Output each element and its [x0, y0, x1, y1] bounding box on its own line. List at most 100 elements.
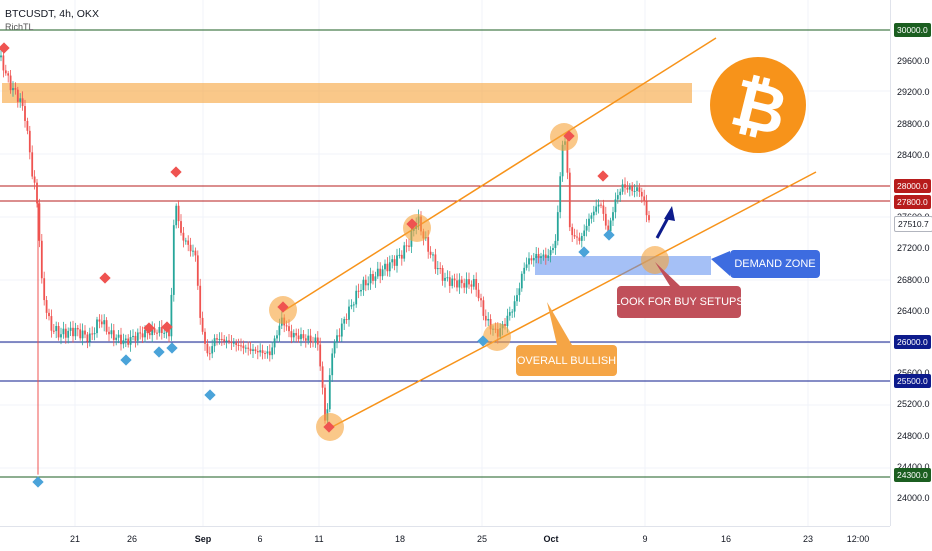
candle [372, 270, 374, 285]
touch-circle [641, 246, 669, 274]
candle [50, 309, 53, 338]
candle [105, 317, 108, 335]
price-badge: 27800.0 [894, 194, 931, 209]
candle [110, 323, 113, 339]
candle [242, 340, 245, 355]
candle [314, 333, 317, 348]
candle [134, 331, 137, 348]
candle [36, 179, 38, 208]
candle [400, 250, 403, 266]
candle [381, 265, 384, 281]
candle [196, 250, 199, 290]
candle [33, 170, 36, 190]
candle [96, 316, 98, 338]
candle [439, 262, 442, 274]
candle [45, 296, 48, 320]
candle [513, 295, 516, 318]
candle [153, 323, 156, 336]
candle [218, 332, 221, 345]
touch-circle [550, 123, 578, 151]
candle [602, 199, 605, 221]
time-tick: 21 [69, 534, 81, 544]
price-tick: 26800.0 [897, 274, 930, 285]
candle [235, 339, 238, 352]
candle [259, 343, 262, 357]
candle [64, 323, 67, 344]
candle [434, 248, 437, 274]
candle [516, 288, 518, 307]
candle [160, 320, 163, 340]
candle [201, 311, 204, 335]
candle [256, 345, 259, 360]
candle [136, 328, 139, 346]
candle [156, 329, 158, 340]
candle [302, 330, 305, 341]
candle [88, 327, 91, 347]
candle [4, 64, 7, 76]
signal-markers [0, 42, 615, 488]
candle [261, 344, 264, 360]
candle [456, 273, 458, 292]
time-tick: 6 [257, 534, 263, 544]
candle [40, 234, 43, 284]
chart-canvas[interactable] [0, 0, 890, 526]
buy-signal [153, 346, 165, 358]
demand-zone-label: DEMAND ZONE [730, 250, 820, 278]
time-axis[interactable]: 21 26 Sep 6 11 18 25 Oct 9 16 23 12:00 [0, 526, 890, 551]
look-for-buy-label: LOOK FOR BUY SETUPS [614, 286, 744, 318]
price-badge: 24300.0 [894, 467, 931, 482]
candle [204, 328, 206, 351]
price-axis[interactable]: 30000.0 29600.0 29200.0 28800.0 28400.0 28000… [890, 0, 932, 526]
candle [355, 285, 358, 308]
candle [38, 198, 41, 248]
candle [182, 226, 185, 248]
blue-arrow-head [664, 206, 675, 221]
candle [240, 338, 242, 352]
candle [312, 336, 314, 348]
candle [578, 232, 581, 245]
candle [408, 238, 410, 252]
candle [628, 183, 631, 197]
candle [465, 272, 468, 294]
candle [213, 334, 216, 353]
candle [295, 328, 298, 343]
candle [369, 267, 372, 290]
candle [98, 314, 101, 329]
chart-area[interactable]: ₿ BTCUSDT, 4h, OKX RichTL DEMAND ZONE LO… [0, 0, 890, 526]
candle [576, 229, 578, 245]
time-tick: Sep [194, 534, 212, 544]
price-badge: 28000.0 [894, 179, 931, 193]
symbol-title: BTCUSDT, 4h, OKX [5, 8, 99, 20]
candle [26, 117, 29, 135]
candle [458, 273, 461, 294]
candle [585, 218, 588, 237]
candle [273, 335, 276, 355]
candle [180, 214, 182, 236]
candle [350, 299, 353, 310]
candle [343, 316, 346, 330]
candle [124, 334, 127, 348]
sell-signal [170, 166, 182, 178]
channel-upper-line [281, 37, 717, 313]
candle [436, 261, 439, 276]
candle [393, 255, 396, 271]
candle [290, 324, 293, 344]
candle [460, 275, 463, 289]
candle [28, 125, 31, 160]
candle [103, 314, 106, 332]
candle [441, 265, 444, 286]
candle [487, 312, 490, 327]
candle [621, 179, 624, 195]
candle [2, 48, 5, 78]
candle [81, 323, 84, 346]
candle [316, 331, 319, 351]
candle [626, 181, 629, 193]
candle [528, 252, 530, 272]
candle [247, 341, 250, 356]
indicator-name: RichTL [5, 22, 34, 32]
candle [398, 248, 401, 259]
candle [643, 189, 646, 206]
candle [304, 334, 307, 348]
candle [16, 86, 19, 108]
candle [477, 283, 480, 302]
